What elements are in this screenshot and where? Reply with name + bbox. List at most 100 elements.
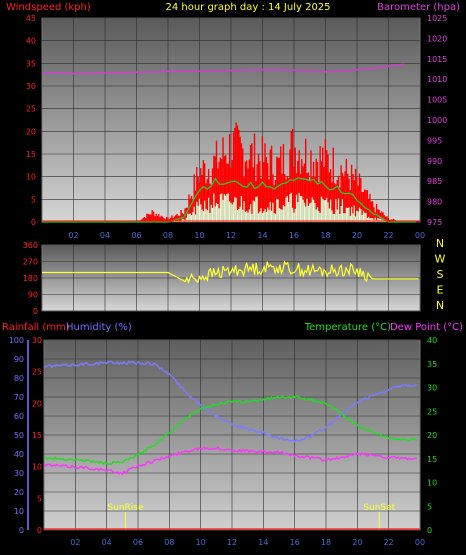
climate-x-tick-label: 18 xyxy=(321,538,331,547)
wind-x-tick-label: 08 xyxy=(163,231,173,240)
direction-tick-label: 0 xyxy=(33,307,38,316)
wind-direction-line xyxy=(42,260,419,284)
humidity-tick-label: 10 xyxy=(14,507,24,516)
windspeed-tick-label: 5 xyxy=(31,195,36,204)
climate-x-tick-label: 10 xyxy=(196,538,206,547)
direction-tick-label: 270 xyxy=(23,258,38,267)
wind-lines xyxy=(41,63,420,223)
climate-x-tick-label: 14 xyxy=(258,538,268,547)
climate-x-tick-label: 00 xyxy=(415,538,425,547)
windspeed-axis-title: Windspeed (kph) xyxy=(6,2,91,13)
compass-label: W xyxy=(435,253,446,266)
direction-ticks: 0 90 180 270 360 xyxy=(23,241,38,316)
humidity-tick-label: 40 xyxy=(14,450,24,459)
rainfall-tick-label: 5 xyxy=(37,494,42,503)
wind-x-tick-label: 02 xyxy=(68,231,78,240)
humidity-ticks: 0 10 20 30 40 50 60 70 80 90 100 xyxy=(9,336,29,535)
direction-tick-label: 180 xyxy=(23,274,38,283)
wind-average-line xyxy=(42,177,417,223)
temperature-tick-label: 0 xyxy=(427,526,432,535)
temperature-tick-label: 30 xyxy=(427,384,437,393)
barometer-tick-label: 1005 xyxy=(427,96,447,105)
temperature-axis-title: Temperature (°C) xyxy=(304,322,391,333)
rainfall-ticks: 0 5 10 15 20 25 30 xyxy=(32,336,42,535)
barometer-tick-label: 1015 xyxy=(427,55,447,64)
temperature-line xyxy=(44,395,418,466)
compass-label: N xyxy=(436,299,444,312)
windspeed-tick-label: 15 xyxy=(26,150,36,159)
dewpoint-line xyxy=(43,445,418,476)
climate-x-tick-label: 20 xyxy=(352,538,362,547)
wind-x-tick-label: 06 xyxy=(131,231,141,240)
compass-label: E xyxy=(437,284,444,297)
humidity-tick-label: 90 xyxy=(14,355,24,364)
direction-grid xyxy=(42,244,420,312)
climate-x-tick-label: 12 xyxy=(227,538,237,547)
rainfall-axis-title: Rainfall (mm) xyxy=(2,322,70,333)
barometer-tick-label: 975 xyxy=(427,218,442,227)
humidity-tick-label: 60 xyxy=(14,412,24,421)
wind-x-tick-label: 16 xyxy=(289,231,299,240)
windspeed-tick-label: 10 xyxy=(26,173,36,182)
wind-x-tick-label: 14 xyxy=(257,231,267,240)
humidity-axis-title: Humidity (%) xyxy=(66,322,132,333)
windspeed-tick-label: 25 xyxy=(26,105,36,114)
barometer-axis-title: Barometer (hpa) xyxy=(377,2,460,13)
rainfall-tick-label: 0 xyxy=(37,526,42,535)
windspeed-tick-label: 45 xyxy=(26,14,36,23)
rainfall-tick-label: 20 xyxy=(32,399,42,408)
wind-x-tick-label: 22 xyxy=(383,231,393,240)
barometer-tick-label: 1020 xyxy=(427,34,447,43)
wind-x-tick-label: 10 xyxy=(194,231,204,240)
humidity-line xyxy=(43,360,418,443)
temperature-ticks: 0 5 10 15 20 25 30 35 40 xyxy=(427,336,437,535)
humidity-tick-label: 80 xyxy=(14,374,24,383)
windspeed-tick-label: 0 xyxy=(31,218,36,227)
sunrise-label: SunRise xyxy=(107,503,144,513)
wind-x-tick-label: 20 xyxy=(352,231,362,240)
wind-x-tick-label: 12 xyxy=(226,231,236,240)
wind-x-tick-label: 04 xyxy=(100,231,110,240)
humidity-tick-label: 0 xyxy=(19,526,24,535)
temperature-tick-label: 10 xyxy=(427,479,437,488)
compass-label: S xyxy=(437,268,444,281)
humidity-tick-label: 70 xyxy=(14,393,24,402)
direction-line xyxy=(42,260,419,284)
barometer-tick-label: 990 xyxy=(427,157,442,166)
climate-x-tick-label: 02 xyxy=(70,538,80,547)
barometer-line xyxy=(41,63,405,75)
direction-tick-label: 360 xyxy=(23,241,38,250)
chart-title: 24 hour graph day : 14 July 2025 xyxy=(165,2,330,13)
wind-x-ticks: 02 04 06 08 10 12 14 16 18 20 22 00 xyxy=(68,231,425,240)
temperature-tick-label: 15 xyxy=(427,455,437,464)
humidity-tick-label: 100 xyxy=(9,336,24,345)
climate-x-tick-label: 08 xyxy=(164,538,174,547)
barometer-ticks: 975 980 985 990 995 1000 1005 1010 1015 1020 1025 xyxy=(427,14,447,227)
climate-x-tick-label: 06 xyxy=(133,538,143,547)
barometer-tick-label: 995 xyxy=(427,136,442,145)
wind-x-tick-label: 18 xyxy=(320,231,330,240)
direction-tick-label: 90 xyxy=(28,291,38,300)
climate-x-ticks: 02 04 06 08 10 12 14 16 18 20 22 00 xyxy=(70,538,425,547)
rainfall-tick-label: 30 xyxy=(32,336,42,345)
windspeed-tick-label: 40 xyxy=(26,37,36,46)
barometer-tick-label: 985 xyxy=(427,177,442,186)
compass-label: N xyxy=(436,237,444,250)
climate-x-tick-label: 16 xyxy=(290,538,300,547)
windspeed-bars xyxy=(137,122,401,222)
wind-x-tick-label: 00 xyxy=(415,231,425,240)
windspeed-tick-label: 35 xyxy=(26,59,36,68)
rainfall-tick-label: 15 xyxy=(32,431,42,440)
humidity-tick-label: 20 xyxy=(14,488,24,497)
sun-markers: SunRise SunSet xyxy=(107,503,396,530)
barometer-tick-label: 1000 xyxy=(427,116,447,125)
rainfall-tick-label: 10 xyxy=(32,463,42,472)
climate-x-tick-label: 22 xyxy=(384,538,394,547)
temperature-tick-label: 20 xyxy=(427,431,437,440)
temperature-tick-label: 5 xyxy=(427,502,432,511)
temperature-tick-label: 35 xyxy=(427,360,437,369)
